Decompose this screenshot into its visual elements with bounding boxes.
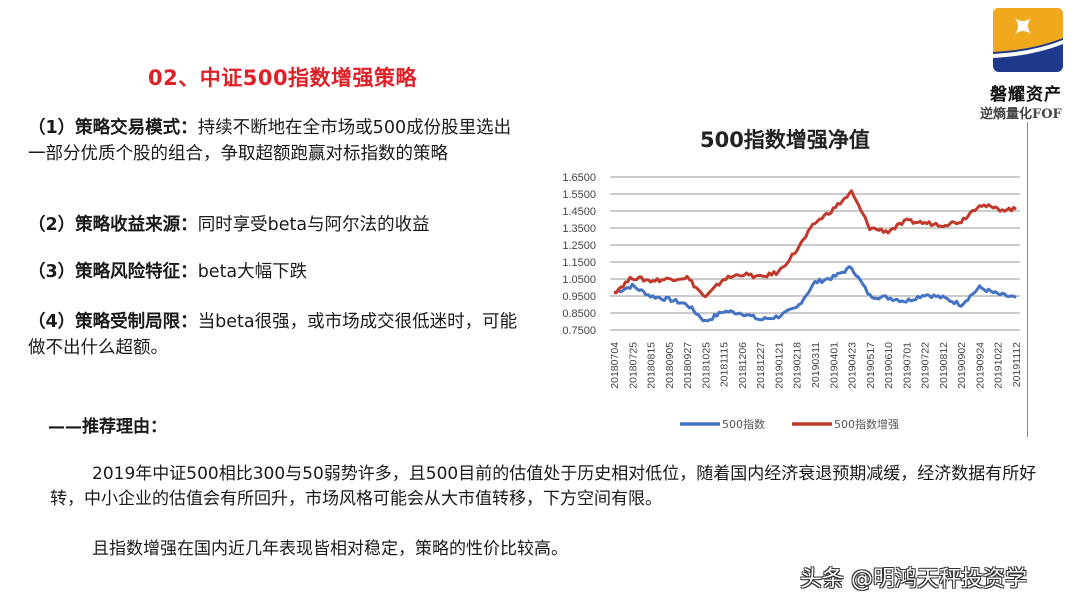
x-tick-label: 20190902: [956, 342, 968, 389]
x-tick-label: 20180905: [664, 342, 676, 389]
y-tick-label: 1.2500: [562, 240, 596, 252]
y-tick-label: 1.6500: [562, 172, 596, 184]
item-text: beta大幅下跌: [197, 262, 308, 282]
strategy-item-2: （2）策略收益来源：同时享受beta与阿尔法的收益: [28, 212, 528, 238]
x-tick-label: 20190401: [828, 342, 840, 389]
x-tick-label: 20190701: [901, 342, 913, 389]
reason-paragraph-2: 且指数增强在国内近几年表现皆相对稳定，策略的性价比较高。: [92, 539, 568, 559]
x-tick-label: 20190121: [773, 342, 785, 389]
y-tick-label: 0.9500: [562, 291, 596, 303]
x-tick-label: 20190218: [792, 342, 804, 389]
item-label: （4）策略受制局限：: [28, 312, 198, 332]
x-tick-label: 20180927: [682, 342, 694, 389]
x-tick-label: 20181227: [755, 342, 767, 389]
item-text: 同时享受beta与阿尔法的收益: [197, 215, 430, 235]
x-tick-label: 20190610: [883, 342, 895, 389]
reason-heading: ——推荐理由：: [48, 417, 167, 437]
chart-frame-border: [1027, 122, 1028, 437]
watermark: 头条 @明鸿天秤投资学: [800, 567, 1027, 592]
x-tick-label: 20180815: [646, 342, 658, 389]
item-label: （3）策略风险特征：: [28, 262, 198, 282]
x-tick-label: 20190812: [938, 342, 950, 389]
x-tick-label: 20181115: [719, 342, 731, 387]
brand-name: 磐耀资产: [990, 85, 1062, 105]
y-tick-label: 0.7500: [562, 325, 596, 337]
y-tick-label: 1.1500: [562, 257, 596, 269]
x-tick-label: 20190311: [810, 342, 822, 388]
chart-title: 500指数增强净值: [700, 128, 870, 152]
line-chart: 1.6500 1.5500 1.4500 1.3500 1.2500 1.1500 1.05…: [562, 172, 1023, 431]
legend-label: 500指数: [722, 417, 765, 431]
x-tick-label: 20190924: [974, 342, 986, 389]
strategy-item-4: （4）策略受制局限：当beta很强，或市场成交很低迷时，可能做不出什么超额。: [28, 309, 528, 361]
x-tick-label: 20181025: [700, 342, 712, 389]
x-tick-label: 20180725: [627, 342, 639, 389]
strategy-item-1: （1）策略交易模式：持续不断地在全市场或500成份股里选出一部分优质个股的组合，…: [28, 115, 528, 167]
x-tick-label: 20190517: [865, 342, 877, 389]
y-tick-label: 0.8500: [562, 308, 596, 320]
legend-label: 500指数增强: [834, 417, 899, 431]
item-label: （1）策略交易模式：: [28, 118, 198, 138]
item-text: 当beta很强，或市场成交很低迷时，可能做不出什么超额。: [28, 312, 518, 358]
series-line: [613, 189, 1017, 299]
slide-title: 02、中证500指数增强策略: [148, 66, 418, 90]
series-line: [613, 265, 1017, 323]
y-tick-label: 1.5500: [562, 189, 596, 201]
x-tick-label: 20190423: [847, 342, 859, 389]
brand-logo-icon: [993, 8, 1063, 72]
brand-tagline: 逆熵量化FOF: [980, 107, 1062, 122]
strategy-item-3: （3）策略风险特征：beta大幅下跌: [28, 259, 528, 285]
x-tick-label: 20180704: [609, 342, 621, 389]
x-tick-label: 20191022: [993, 342, 1005, 389]
x-tick-label: 20191112: [1011, 342, 1023, 387]
x-tick-label: 20190722: [920, 342, 932, 389]
item-text: 持续不断地在全市场或500成份股里选出一部分优质个股的组合，争取超额跑赢对标指数…: [28, 118, 512, 164]
item-label: （2）策略收益来源：: [28, 215, 198, 235]
y-tick-label: 1.4500: [562, 206, 596, 218]
reason-paragraph-1: 2019年中证500相比300与50弱势许多，且500目前的估值处于历史相对低位…: [50, 464, 1037, 509]
y-tick-label: 1.3500: [562, 223, 596, 235]
x-tick-label: 20181206: [737, 342, 749, 389]
y-tick-label: 1.0500: [562, 274, 596, 286]
